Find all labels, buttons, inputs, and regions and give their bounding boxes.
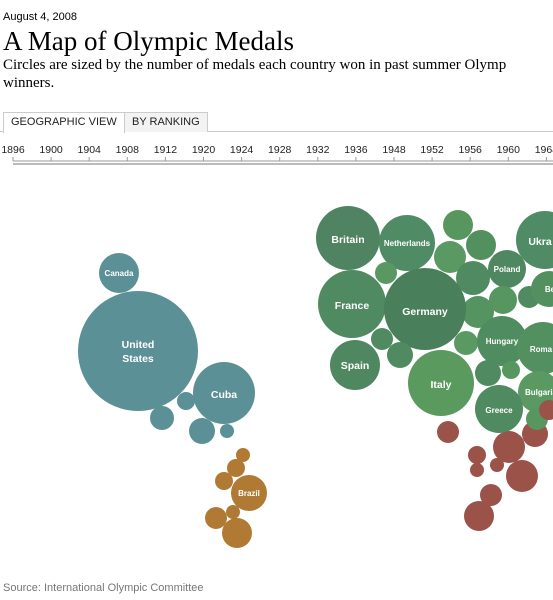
bubble[interactable] (454, 331, 478, 355)
bubble[interactable] (226, 505, 240, 519)
tab[interactable]: BY RANKING (124, 112, 208, 132)
bubble[interactable] (330, 340, 380, 390)
timeline: 1896 1900 1904 1908 1912 1920 1924 1928 1932 1936… (1, 144, 553, 165)
bubble[interactable] (379, 215, 435, 271)
country-label: Cuba (211, 389, 237, 401)
bubble[interactable] (318, 270, 386, 338)
timeline-year[interactable]: 1908 (116, 144, 140, 156)
timeline-year[interactable]: 1896 (1, 144, 25, 156)
bubble[interactable] (231, 475, 267, 511)
country-label: Germany (402, 306, 448, 318)
timeline-year[interactable]: 1936 (344, 144, 368, 156)
bubble[interactable] (150, 406, 174, 430)
bubble[interactable] (222, 518, 252, 548)
timeline-year[interactable]: 1928 (268, 144, 292, 156)
bubble[interactable] (475, 385, 523, 433)
country-label: Bulgaria (525, 388, 553, 397)
timeline-year[interactable]: 1948 (382, 144, 406, 156)
bubble[interactable] (539, 400, 553, 420)
country-label: Hungary (486, 337, 519, 346)
bubble[interactable] (99, 253, 139, 293)
tab-bar (0, 131, 553, 132)
americas (78, 253, 255, 444)
bubble[interactable] (506, 460, 538, 492)
timeline-year[interactable]: 1964 (535, 144, 553, 156)
bubble[interactable] (456, 261, 490, 295)
africa (437, 421, 548, 531)
country-label: Be (545, 285, 553, 294)
tab[interactable]: GEOGRAPHIC VIEW (3, 112, 125, 133)
title: A Map of Olympic Medals (3, 26, 294, 56)
timeline-year[interactable]: 1920 (192, 144, 216, 156)
source: Source: International Olympic Committee (3, 582, 204, 594)
bubble[interactable] (488, 250, 526, 288)
bubble[interactable] (462, 296, 494, 328)
bubble[interactable] (477, 316, 527, 366)
bubble[interactable] (502, 361, 520, 379)
bubble[interactable] (375, 262, 397, 284)
country-label: United States (122, 339, 155, 365)
bubble[interactable] (517, 322, 553, 374)
bubble[interactable] (236, 448, 250, 462)
bubble[interactable] (193, 362, 255, 424)
bubble[interactable] (189, 418, 215, 444)
country-label: States (122, 353, 154, 365)
bubble[interactable] (480, 484, 502, 506)
bubble[interactable] (316, 206, 380, 270)
timeline-year[interactable]: 1932 (306, 144, 330, 156)
bubble[interactable] (475, 360, 501, 386)
country-label: Britain (331, 234, 364, 246)
country-label: Poland (494, 265, 521, 274)
bubble[interactable] (493, 431, 525, 463)
timeline-year[interactable]: 1904 (78, 144, 102, 156)
timeline-year[interactable]: 1956 (459, 144, 483, 156)
bubble[interactable] (384, 268, 466, 350)
bubble[interactable] (437, 421, 459, 443)
subtitle: Circles are sized by the number of medal… (3, 57, 507, 73)
subtitle: winners. (3, 75, 55, 91)
date: August 4, 2008 (3, 11, 78, 23)
bubble[interactable] (227, 459, 245, 477)
bubble[interactable] (470, 463, 484, 477)
bubble[interactable] (490, 458, 504, 472)
country-label: France (335, 300, 370, 312)
bubble[interactable] (387, 342, 413, 368)
country-label: Roma (530, 345, 553, 354)
europe (316, 206, 553, 433)
bubble[interactable] (468, 446, 486, 464)
south-america (205, 448, 267, 548)
country-label: Netherlands (384, 239, 431, 248)
bubble[interactable] (464, 501, 494, 531)
timeline-year[interactable]: 1912 (154, 144, 178, 156)
bubble[interactable] (434, 241, 466, 273)
bubble[interactable] (78, 291, 198, 411)
bubble[interactable] (408, 350, 474, 416)
timeline-year[interactable]: 1960 (497, 144, 521, 156)
country-label: United (122, 339, 155, 351)
country-label: Ukra (528, 236, 552, 248)
bubble[interactable] (531, 271, 553, 307)
timeline-year[interactable]: 1900 (39, 144, 63, 156)
bubble[interactable] (489, 286, 517, 314)
country-label: Brazil (238, 489, 260, 498)
bubble[interactable] (443, 210, 473, 240)
bubble[interactable] (177, 392, 195, 410)
bubble[interactable] (371, 328, 393, 350)
bubble[interactable] (220, 424, 234, 438)
bubble[interactable] (466, 230, 496, 260)
bubble[interactable] (516, 211, 553, 269)
timeline-year[interactable]: 1924 (230, 144, 254, 156)
country-label: Italy (430, 379, 451, 391)
bubble[interactable] (205, 507, 227, 529)
country-label: Greece (485, 406, 513, 415)
country-label: Spain (341, 360, 370, 372)
timeline-year[interactable]: 1952 (420, 144, 444, 156)
bubble[interactable] (215, 472, 233, 490)
country-label: Canada (105, 269, 134, 278)
